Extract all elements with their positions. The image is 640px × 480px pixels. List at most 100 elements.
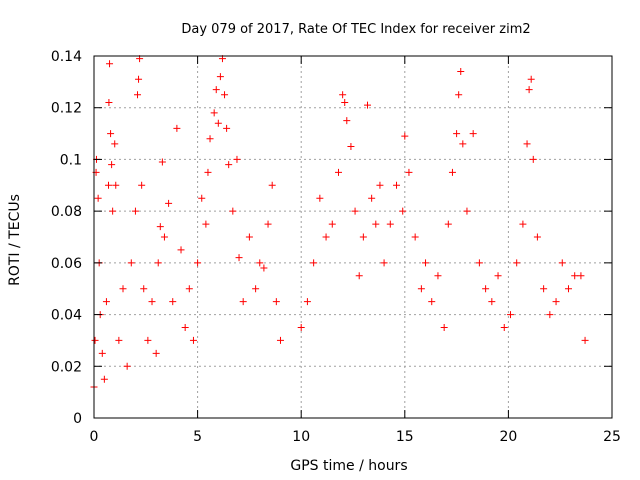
data-point [112, 181, 120, 189]
data-point [364, 101, 372, 109]
data-point [131, 207, 139, 215]
data-point [98, 349, 106, 357]
data-point [399, 207, 407, 215]
data-point [506, 311, 514, 319]
data-point [173, 124, 181, 132]
data-point [105, 181, 113, 189]
y-tick-label: 0.12 [51, 101, 82, 117]
data-point [469, 130, 477, 138]
x-tick-label: 20 [499, 429, 517, 445]
data-point [216, 73, 224, 81]
data-point [123, 362, 131, 370]
data-point [160, 233, 168, 241]
data-point [393, 181, 401, 189]
data-point [252, 285, 260, 293]
data-point [106, 60, 114, 68]
data-point [533, 233, 541, 241]
data-point [135, 75, 143, 83]
data-point [297, 324, 305, 331]
data-point [513, 259, 521, 267]
data-point [152, 349, 160, 357]
data-point [376, 181, 384, 189]
data-point [488, 298, 496, 306]
data-point [540, 285, 548, 293]
data-point [264, 220, 272, 228]
grid-layer [94, 56, 612, 418]
data-point [154, 259, 162, 267]
data-point [310, 259, 318, 267]
data-point [94, 194, 102, 202]
data-point [272, 298, 280, 306]
y-tick-label: 0.08 [51, 204, 82, 220]
data-point [571, 272, 579, 280]
data-point [558, 259, 566, 267]
data-point [405, 168, 413, 176]
data-point [328, 220, 336, 228]
data-point [268, 181, 276, 189]
data-point [303, 298, 311, 306]
data-point [233, 155, 241, 163]
data-point [494, 272, 502, 280]
y-tick-label: 0.14 [51, 49, 82, 65]
data-point [440, 324, 448, 331]
data-point [334, 168, 342, 176]
x-tick-label: 0 [90, 429, 99, 445]
data-point [341, 99, 349, 107]
plot-frame [93, 55, 613, 419]
data-point [351, 207, 359, 215]
data-point [457, 68, 465, 76]
data-point [355, 272, 363, 280]
data-point [411, 233, 419, 241]
y-tick-label: 0.04 [51, 308, 82, 324]
data-point [339, 91, 347, 99]
data-point [276, 336, 284, 344]
data-point [214, 119, 222, 127]
data-point [581, 336, 589, 344]
data-point [100, 375, 108, 383]
data-point [368, 194, 376, 202]
x-tick-label: 5 [193, 429, 202, 445]
data-point [194, 259, 202, 267]
data-point [256, 259, 264, 267]
data-point [204, 168, 212, 176]
data-point [127, 259, 135, 267]
data-point [105, 99, 113, 107]
data-point [181, 324, 189, 331]
x-tick-label: 10 [292, 429, 310, 445]
data-point [158, 158, 166, 166]
data-point [459, 140, 467, 148]
data-point [140, 285, 148, 293]
data-point [177, 246, 185, 254]
data-point [102, 298, 110, 306]
data-point [235, 254, 243, 262]
data-point [138, 181, 146, 189]
data-point [225, 161, 233, 169]
data-point [519, 220, 527, 228]
data-point [169, 298, 177, 306]
data-point [229, 207, 237, 215]
data-point [210, 109, 218, 117]
data-point [134, 91, 142, 99]
data-point [111, 140, 119, 148]
data-point [380, 259, 388, 267]
chart-title: Day 079 of 2017, Rate Of TEC Index for r… [181, 22, 530, 37]
data-point [500, 324, 508, 331]
data-point [202, 220, 210, 228]
data-point [185, 285, 193, 293]
x-axis-title: GPS time / hours [290, 458, 407, 474]
data-point [372, 220, 380, 228]
data-point [444, 220, 452, 228]
data-point [552, 298, 560, 306]
data-point [422, 259, 430, 267]
data-point [322, 233, 330, 241]
data-point [109, 207, 117, 215]
data-point [386, 220, 394, 228]
data-point [359, 233, 367, 241]
data-point [577, 272, 585, 280]
y-axis-title: ROTI / TECUs [7, 194, 23, 286]
data-point [546, 311, 554, 319]
data-point [482, 285, 490, 293]
data-point [463, 207, 471, 215]
data-point [115, 336, 123, 344]
data-point [156, 223, 164, 231]
